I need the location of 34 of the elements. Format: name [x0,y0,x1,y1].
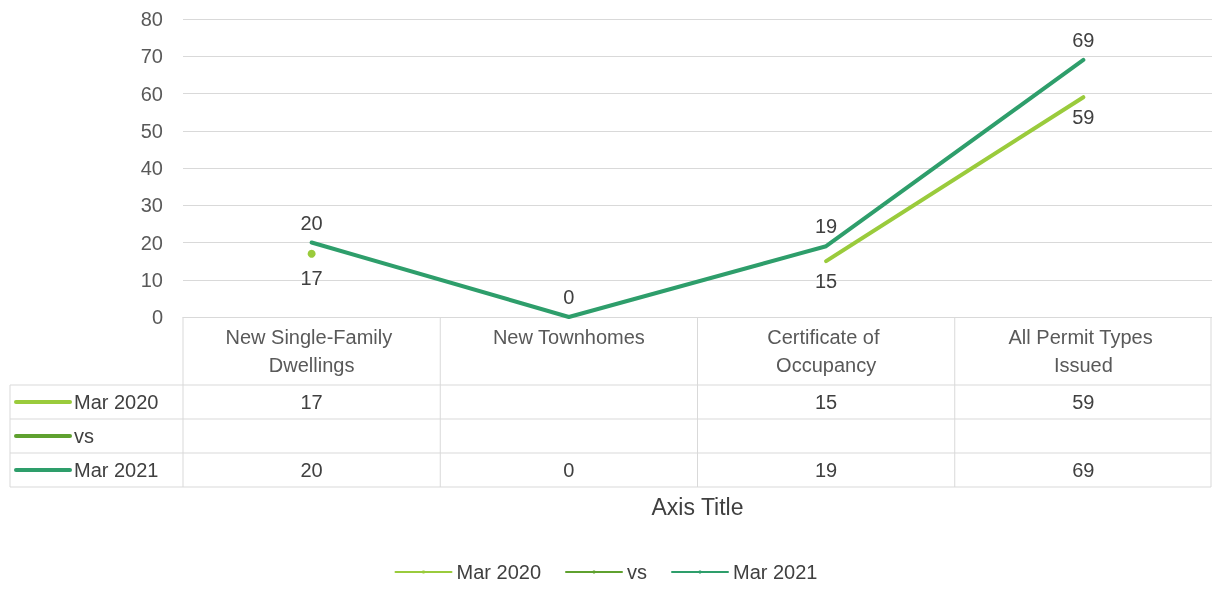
y-tick-label: 40 [140,157,163,179]
y-tick-label: 10 [140,268,163,291]
data-label: 17 [300,391,323,413]
y-tick-label: 60 [140,82,163,105]
data-label: 15 [815,391,838,413]
legend-label: vs [74,425,94,447]
text: 59 [1072,106,1095,129]
text: 15 [815,270,838,293]
x-tick-label: Certificate of Occupancy [767,326,886,376]
data-label: 0 [563,459,575,481]
text: Mar 2020 [456,561,542,583]
text: 20 [300,211,323,234]
y-tick-label: 50 [140,119,163,142]
data-label: 69 [1072,459,1095,481]
legend-label: Mar 2020 [74,391,159,413]
y-tick-label: 80 [140,8,163,30]
y-tick-label: 20 [140,231,163,254]
text: Axis Title [651,494,744,520]
text: 0 [563,286,575,308]
x-tick-label: All Permit Types Issued [1008,326,1159,376]
y-tick-label: 70 [140,45,163,68]
data-label: 20 [300,459,323,481]
x-tick-label: New Single-Family Dwellings [225,326,398,376]
text: 17 [300,266,323,289]
x-tick-label: New Townhomes [492,326,645,348]
data-label: 59 [1072,391,1095,413]
data-label: 19 [815,459,838,481]
text: vs [627,561,647,583]
text: 69 [1072,28,1095,51]
y-tick-label: 30 [140,194,163,217]
text: 19 [815,215,838,238]
y-tick-label: 0 [151,306,163,328]
text: Mar 2021 [733,561,818,583]
legend-label: Mar 2021 [74,459,159,481]
